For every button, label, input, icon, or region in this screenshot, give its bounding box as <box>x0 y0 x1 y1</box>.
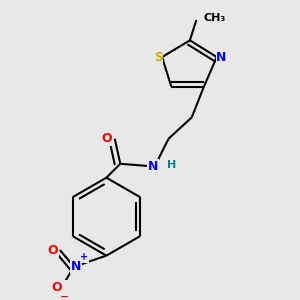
Text: CH₃: CH₃ <box>204 13 226 23</box>
Text: H: H <box>167 160 176 170</box>
Text: N: N <box>148 160 158 173</box>
Text: −: − <box>60 292 69 300</box>
Text: N: N <box>70 260 81 273</box>
Text: O: O <box>51 281 62 294</box>
Text: +: + <box>80 253 88 262</box>
Text: O: O <box>101 132 112 145</box>
Text: S: S <box>154 51 163 64</box>
Text: N: N <box>216 51 226 64</box>
Text: O: O <box>47 244 58 256</box>
